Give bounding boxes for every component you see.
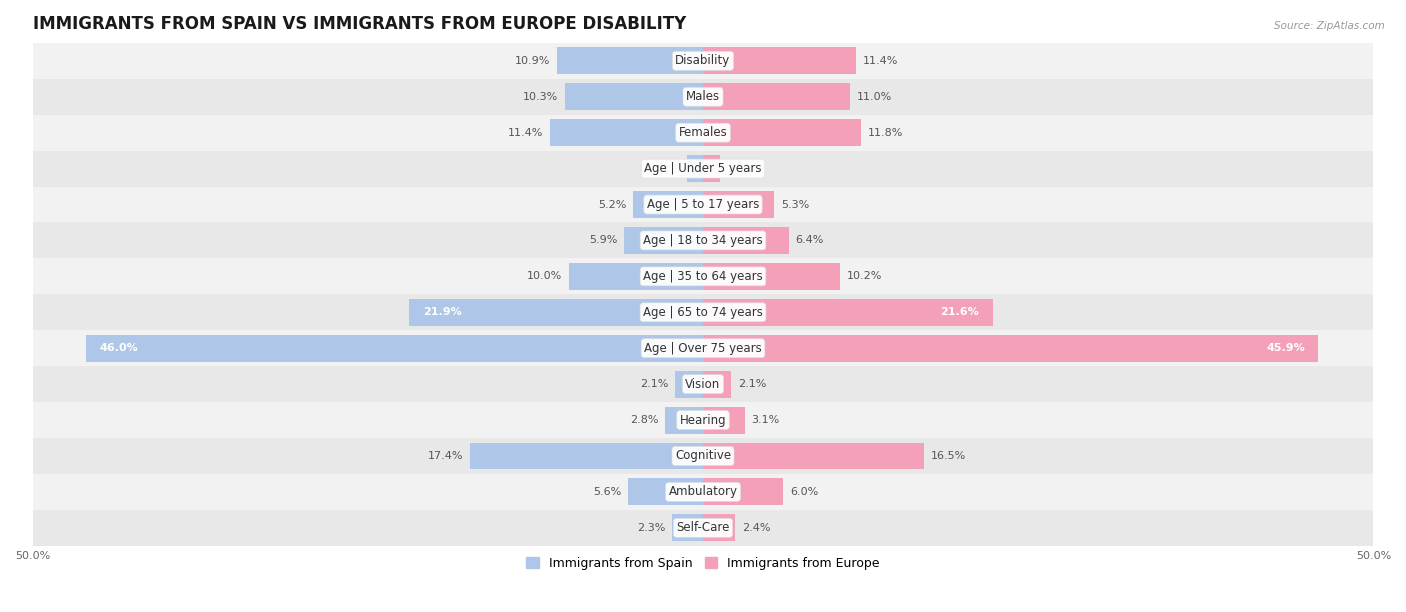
Bar xyxy=(703,155,720,182)
Bar xyxy=(86,335,703,362)
Bar xyxy=(32,366,1374,402)
Bar xyxy=(32,79,1374,114)
Bar xyxy=(703,191,775,218)
Text: 1.3%: 1.3% xyxy=(727,163,755,174)
Bar xyxy=(703,83,851,110)
Text: 2.1%: 2.1% xyxy=(640,379,668,389)
Bar xyxy=(32,43,1374,79)
Text: Disability: Disability xyxy=(675,54,731,67)
Text: Males: Males xyxy=(686,91,720,103)
Bar xyxy=(32,258,1374,294)
Bar xyxy=(624,227,703,254)
Bar xyxy=(32,438,1374,474)
Text: 5.6%: 5.6% xyxy=(593,487,621,497)
Bar xyxy=(32,294,1374,330)
Bar xyxy=(672,514,703,541)
Bar xyxy=(703,119,862,146)
Text: 5.3%: 5.3% xyxy=(780,200,808,209)
Bar xyxy=(703,406,745,433)
Bar xyxy=(628,479,703,506)
Bar xyxy=(703,442,924,469)
Text: 1.2%: 1.2% xyxy=(652,163,681,174)
Text: Age | 18 to 34 years: Age | 18 to 34 years xyxy=(643,234,763,247)
Bar xyxy=(688,155,703,182)
Text: 11.0%: 11.0% xyxy=(858,92,893,102)
Text: 10.2%: 10.2% xyxy=(846,271,882,282)
Bar xyxy=(633,191,703,218)
Text: 2.3%: 2.3% xyxy=(637,523,665,533)
Bar xyxy=(703,514,735,541)
Text: 45.9%: 45.9% xyxy=(1267,343,1305,353)
Text: Ambulatory: Ambulatory xyxy=(668,485,738,498)
Text: 6.0%: 6.0% xyxy=(790,487,818,497)
Bar xyxy=(703,263,839,290)
Text: Age | Under 5 years: Age | Under 5 years xyxy=(644,162,762,175)
Bar xyxy=(32,330,1374,366)
Text: 3.1%: 3.1% xyxy=(751,415,779,425)
Text: 10.9%: 10.9% xyxy=(515,56,550,66)
Bar xyxy=(32,223,1374,258)
Text: Hearing: Hearing xyxy=(679,414,727,427)
Text: Age | Over 75 years: Age | Over 75 years xyxy=(644,341,762,355)
Text: 46.0%: 46.0% xyxy=(100,343,138,353)
Text: 2.1%: 2.1% xyxy=(738,379,766,389)
Text: 5.9%: 5.9% xyxy=(589,236,617,245)
Text: IMMIGRANTS FROM SPAIN VS IMMIGRANTS FROM EUROPE DISABILITY: IMMIGRANTS FROM SPAIN VS IMMIGRANTS FROM… xyxy=(32,15,686,33)
Text: Self-Care: Self-Care xyxy=(676,521,730,534)
Text: 21.9%: 21.9% xyxy=(423,307,461,317)
Text: Age | 35 to 64 years: Age | 35 to 64 years xyxy=(643,270,763,283)
Text: Vision: Vision xyxy=(685,378,721,390)
Text: Cognitive: Cognitive xyxy=(675,449,731,463)
Text: 5.2%: 5.2% xyxy=(598,200,627,209)
Text: 2.8%: 2.8% xyxy=(630,415,659,425)
Bar xyxy=(703,479,783,506)
Text: 10.3%: 10.3% xyxy=(523,92,558,102)
Bar xyxy=(32,114,1374,151)
Text: 2.4%: 2.4% xyxy=(742,523,770,533)
Bar xyxy=(550,119,703,146)
Text: Females: Females xyxy=(679,126,727,139)
Bar xyxy=(703,227,789,254)
Bar xyxy=(32,474,1374,510)
Bar xyxy=(569,263,703,290)
Text: 11.8%: 11.8% xyxy=(868,128,903,138)
Text: 11.4%: 11.4% xyxy=(862,56,898,66)
Bar xyxy=(703,335,1319,362)
Bar xyxy=(32,402,1374,438)
Text: 10.0%: 10.0% xyxy=(527,271,562,282)
Bar xyxy=(32,187,1374,223)
Bar xyxy=(32,510,1374,546)
Legend: Immigrants from Spain, Immigrants from Europe: Immigrants from Spain, Immigrants from E… xyxy=(522,552,884,575)
Text: 16.5%: 16.5% xyxy=(931,451,966,461)
Text: Age | 65 to 74 years: Age | 65 to 74 years xyxy=(643,306,763,319)
Text: 21.6%: 21.6% xyxy=(941,307,979,317)
Bar xyxy=(470,442,703,469)
Text: Source: ZipAtlas.com: Source: ZipAtlas.com xyxy=(1274,21,1385,31)
Bar xyxy=(665,406,703,433)
Text: 6.4%: 6.4% xyxy=(796,236,824,245)
Text: Age | 5 to 17 years: Age | 5 to 17 years xyxy=(647,198,759,211)
Bar xyxy=(675,371,703,398)
Text: 11.4%: 11.4% xyxy=(508,128,544,138)
Bar xyxy=(565,83,703,110)
Text: 17.4%: 17.4% xyxy=(427,451,463,461)
Bar xyxy=(703,371,731,398)
Bar xyxy=(409,299,703,326)
Bar xyxy=(703,47,856,74)
Bar xyxy=(557,47,703,74)
Bar xyxy=(703,299,993,326)
Bar xyxy=(32,151,1374,187)
